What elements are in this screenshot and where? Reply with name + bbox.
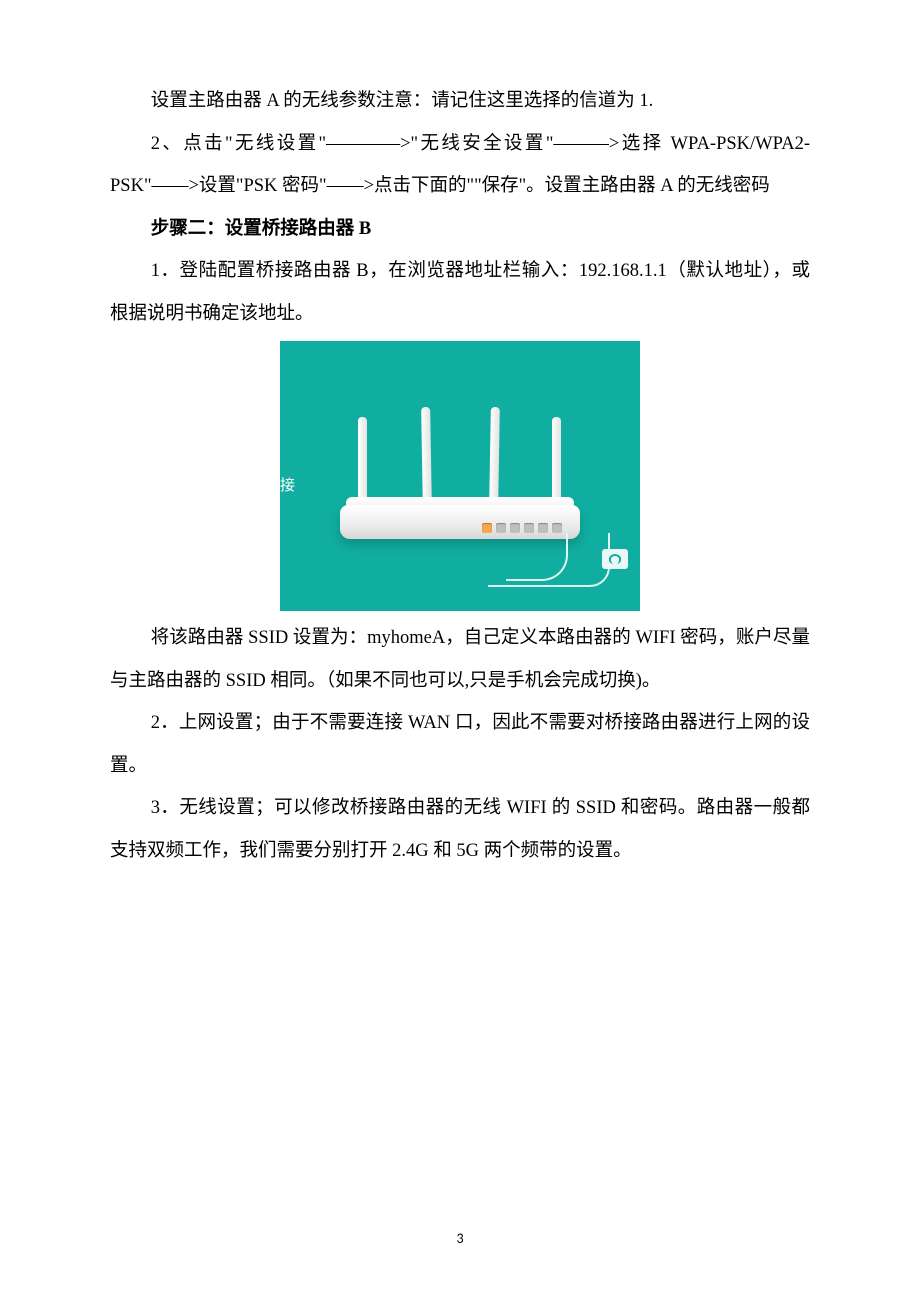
- router-lan-port-icon: [538, 523, 548, 533]
- heading-step2: 步骤二：设置桥接路由器 B: [110, 208, 810, 251]
- router-lan-port-icon: [552, 523, 562, 533]
- figure-side-label: 接: [280, 469, 295, 504]
- paragraph-step2-ssid: 将该路由器 SSID 设置为：myhomeA，自己定义本路由器的 WIFI 密码…: [110, 617, 810, 702]
- paragraph-step2-item3: 3．无线设置；可以修改桥接路由器的无线 WIFI 的 SSID 和密码。路由器一…: [110, 787, 810, 872]
- paragraph-note-channel: 设置主路由器 A 的无线参数注意：请记住这里选择的信道为 1.: [110, 80, 810, 123]
- router-illustration: 接: [280, 341, 640, 611]
- router-antenna-icon: [358, 417, 367, 507]
- router-lan-port-icon: [524, 523, 534, 533]
- router-antenna-icon: [552, 417, 561, 507]
- page-number: 3: [0, 1232, 920, 1246]
- router-antenna-icon: [489, 407, 500, 507]
- paragraph-step2-item2: 2．上网设置；由于不需要连接 WAN 口，因此不需要对桥接路由器进行上网的设置。: [110, 702, 810, 787]
- router-wan-port-icon: [482, 523, 492, 533]
- paragraph-step1-item2: 2、点击"无线设置"————>"无线安全设置"———>选择 WPA-PSK/WP…: [110, 123, 810, 208]
- router-ports: [482, 523, 562, 533]
- paragraph-step2-item1: 1．登陆配置桥接路由器 B，在浏览器地址栏输入：192.168.1.1（默认地址…: [110, 250, 810, 335]
- router-antenna-icon: [421, 407, 432, 507]
- router-lan-port-icon: [510, 523, 520, 533]
- user-badge-icon: [602, 549, 628, 569]
- router-cable-icon: [488, 533, 610, 587]
- router-lan-port-icon: [496, 523, 506, 533]
